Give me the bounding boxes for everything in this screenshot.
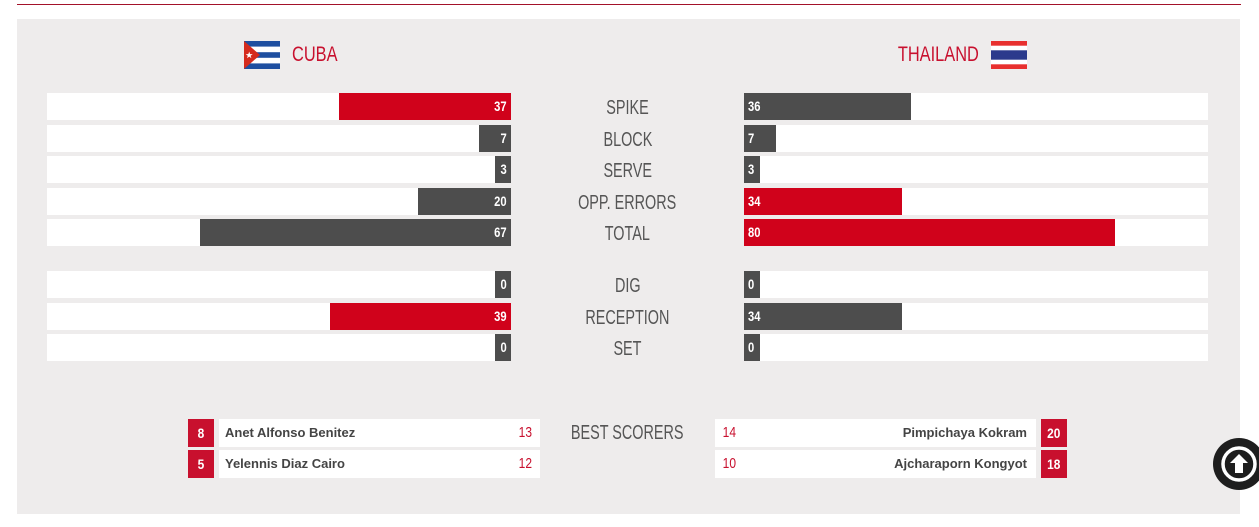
right-bar: 0 (744, 271, 760, 298)
left-bar: 3 (495, 156, 511, 183)
team-right: THAILAND (875, 40, 1027, 70)
team-right-name: THAILAND (897, 43, 979, 66)
right-bar: 36 (744, 93, 911, 120)
left-bar-track: 7 (47, 125, 511, 152)
right-scorer-row: 10 Ajcharaporn Kongyot 18 (715, 450, 1067, 478)
scorer-name: Yelennis Diaz Cairo (225, 456, 345, 471)
left-bar-track: 39 (47, 303, 511, 330)
stat-row-total: 67 TOTAL 80 (47, 219, 1208, 246)
scorer-number: 8 (188, 419, 214, 447)
team-left: CUBA (244, 40, 350, 70)
stat-label: SERVE (603, 160, 652, 182)
left-value: 39 (494, 308, 507, 324)
stat-label: SET (613, 338, 642, 360)
stat-row-set: 0 SET 0 (47, 334, 1208, 361)
right-bar: 3 (744, 156, 760, 183)
right-value: 80 (748, 224, 761, 240)
right-bar-track: 80 (744, 219, 1208, 246)
stat-row-serve: 3 SERVE 3 (47, 156, 1208, 183)
stat-label: RECEPTION (585, 307, 670, 329)
right-bar: 0 (744, 334, 760, 361)
right-value: 34 (748, 308, 761, 324)
left-value: 0 (500, 339, 507, 355)
left-value: 7 (500, 130, 507, 146)
left-bar: 67 (200, 219, 511, 246)
left-value: 0 (500, 276, 507, 292)
left-bar: 39 (330, 303, 511, 330)
left-bar: 20 (418, 188, 511, 215)
team-left-name: CUBA (292, 43, 338, 66)
right-value: 3 (748, 161, 755, 177)
scorer-number: 5 (188, 450, 214, 478)
right-value: 34 (748, 193, 761, 209)
scorer-name: Ajcharaporn Kongyot (894, 456, 1027, 471)
scorer-card: Anet Alfonso Benitez 13 (219, 419, 540, 447)
right-bar: 80 (744, 219, 1115, 246)
scorer-points: 13 (518, 424, 533, 441)
right-value: 36 (748, 98, 761, 114)
scorer-card: Yelennis Diaz Cairo 12 (219, 450, 540, 478)
left-bar-track: 37 (47, 93, 511, 120)
right-bar-track: 3 (744, 156, 1208, 183)
cuba-flag-icon (244, 41, 280, 69)
left-bar-track: 0 (47, 334, 511, 361)
left-value: 37 (494, 98, 507, 114)
right-value: 0 (748, 276, 755, 292)
scorer-points: 12 (518, 455, 533, 472)
left-value: 3 (500, 161, 507, 177)
left-bar: 37 (339, 93, 511, 120)
left-bar-track: 67 (47, 219, 511, 246)
scorer-name: Pimpichaya Kokram (902, 425, 1027, 440)
left-bar: 0 (495, 271, 511, 298)
left-value: 20 (494, 193, 507, 209)
left-bar: 0 (495, 334, 511, 361)
left-bar: 7 (479, 125, 511, 152)
right-bar-track: 34 (744, 303, 1208, 330)
left-scorer-row: 5 Yelennis Diaz Cairo 12 (188, 450, 540, 478)
stat-row-reception: 39 RECEPTION 34 (47, 303, 1208, 330)
scorer-number: 20 (1041, 419, 1067, 447)
stat-row-spike: 37 SPIKE 36 (47, 93, 1208, 120)
right-bar-track: 0 (744, 334, 1208, 361)
scorer-points: 14 (722, 424, 737, 441)
right-value: 7 (748, 130, 755, 146)
scorer-name: Anet Alfonso Benitez (225, 425, 356, 440)
best-scorers-title: BEST SCORERS (571, 422, 684, 444)
stat-label: OPP. ERRORS (578, 192, 677, 214)
left-bar-track: 20 (47, 188, 511, 215)
right-bar: 34 (744, 188, 902, 215)
arrow-up-circle-icon (1221, 446, 1257, 482)
thailand-flag-icon (991, 41, 1027, 69)
right-scorer-row: 14 Pimpichaya Kokram 20 (715, 419, 1067, 447)
left-bar-track: 3 (47, 156, 511, 183)
left-value: 67 (494, 224, 507, 240)
stat-label: DIG (614, 275, 641, 297)
right-bar-track: 36 (744, 93, 1208, 120)
stat-row-opp-errors: 20 OPP. ERRORS 34 (47, 188, 1208, 215)
stat-row-block: 7 BLOCK 7 (47, 125, 1208, 152)
scorer-card: 10 Ajcharaporn Kongyot (715, 450, 1036, 478)
right-value: 0 (748, 339, 755, 355)
stat-label: TOTAL (604, 223, 651, 245)
left-scorer-row: 8 Anet Alfonso Benitez 13 (188, 419, 540, 447)
scroll-to-top-button[interactable] (1213, 438, 1259, 490)
right-bar: 34 (744, 303, 902, 330)
scorer-card: 14 Pimpichaya Kokram (715, 419, 1036, 447)
left-bar-track: 0 (47, 271, 511, 298)
scorer-points: 10 (722, 455, 737, 472)
scorer-number: 18 (1041, 450, 1067, 478)
stat-label: BLOCK (603, 129, 652, 151)
right-bar-track: 0 (744, 271, 1208, 298)
right-bar-track: 7 (744, 125, 1208, 152)
right-bar: 7 (744, 125, 776, 152)
header-divider (17, 4, 1241, 5)
stat-label: SPIKE (606, 97, 649, 119)
stat-row-dig: 0 DIG 0 (47, 271, 1208, 298)
right-bar-track: 34 (744, 188, 1208, 215)
